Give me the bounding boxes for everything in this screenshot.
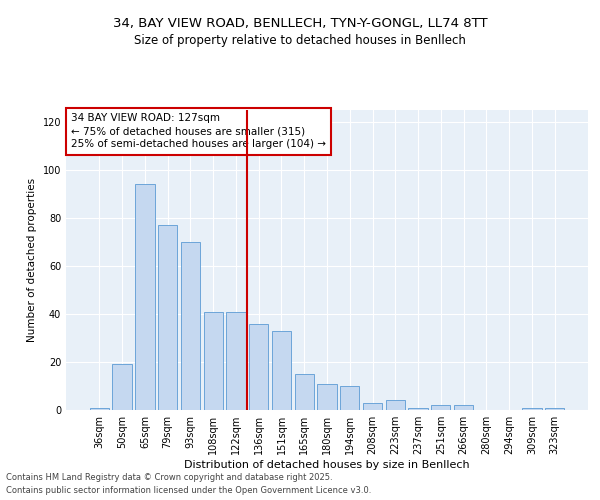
Text: Contains public sector information licensed under the Open Government Licence v3: Contains public sector information licen…: [6, 486, 371, 495]
Bar: [249, 324, 268, 410]
X-axis label: Distribution of detached houses by size in Benllech: Distribution of detached houses by size …: [184, 460, 470, 470]
Text: Size of property relative to detached houses in Benllech: Size of property relative to detached ho…: [134, 34, 466, 47]
Bar: [340, 386, 359, 410]
Bar: [203, 312, 223, 410]
Bar: [181, 242, 200, 410]
Bar: [431, 405, 451, 410]
Bar: [454, 405, 473, 410]
Bar: [522, 408, 542, 410]
Bar: [386, 400, 405, 410]
Bar: [135, 184, 155, 410]
Y-axis label: Number of detached properties: Number of detached properties: [27, 178, 37, 342]
Bar: [90, 408, 109, 410]
Bar: [272, 331, 291, 410]
Bar: [226, 312, 245, 410]
Text: 34 BAY VIEW ROAD: 127sqm
← 75% of detached houses are smaller (315)
25% of semi-: 34 BAY VIEW ROAD: 127sqm ← 75% of detach…: [71, 113, 326, 150]
Text: 34, BAY VIEW ROAD, BENLLECH, TYN-Y-GONGL, LL74 8TT: 34, BAY VIEW ROAD, BENLLECH, TYN-Y-GONGL…: [113, 18, 487, 30]
Bar: [317, 384, 337, 410]
Bar: [158, 225, 178, 410]
Bar: [545, 408, 564, 410]
Bar: [295, 374, 314, 410]
Bar: [112, 364, 132, 410]
Text: Contains HM Land Registry data © Crown copyright and database right 2025.: Contains HM Land Registry data © Crown c…: [6, 474, 332, 482]
Bar: [363, 403, 382, 410]
Bar: [409, 408, 428, 410]
